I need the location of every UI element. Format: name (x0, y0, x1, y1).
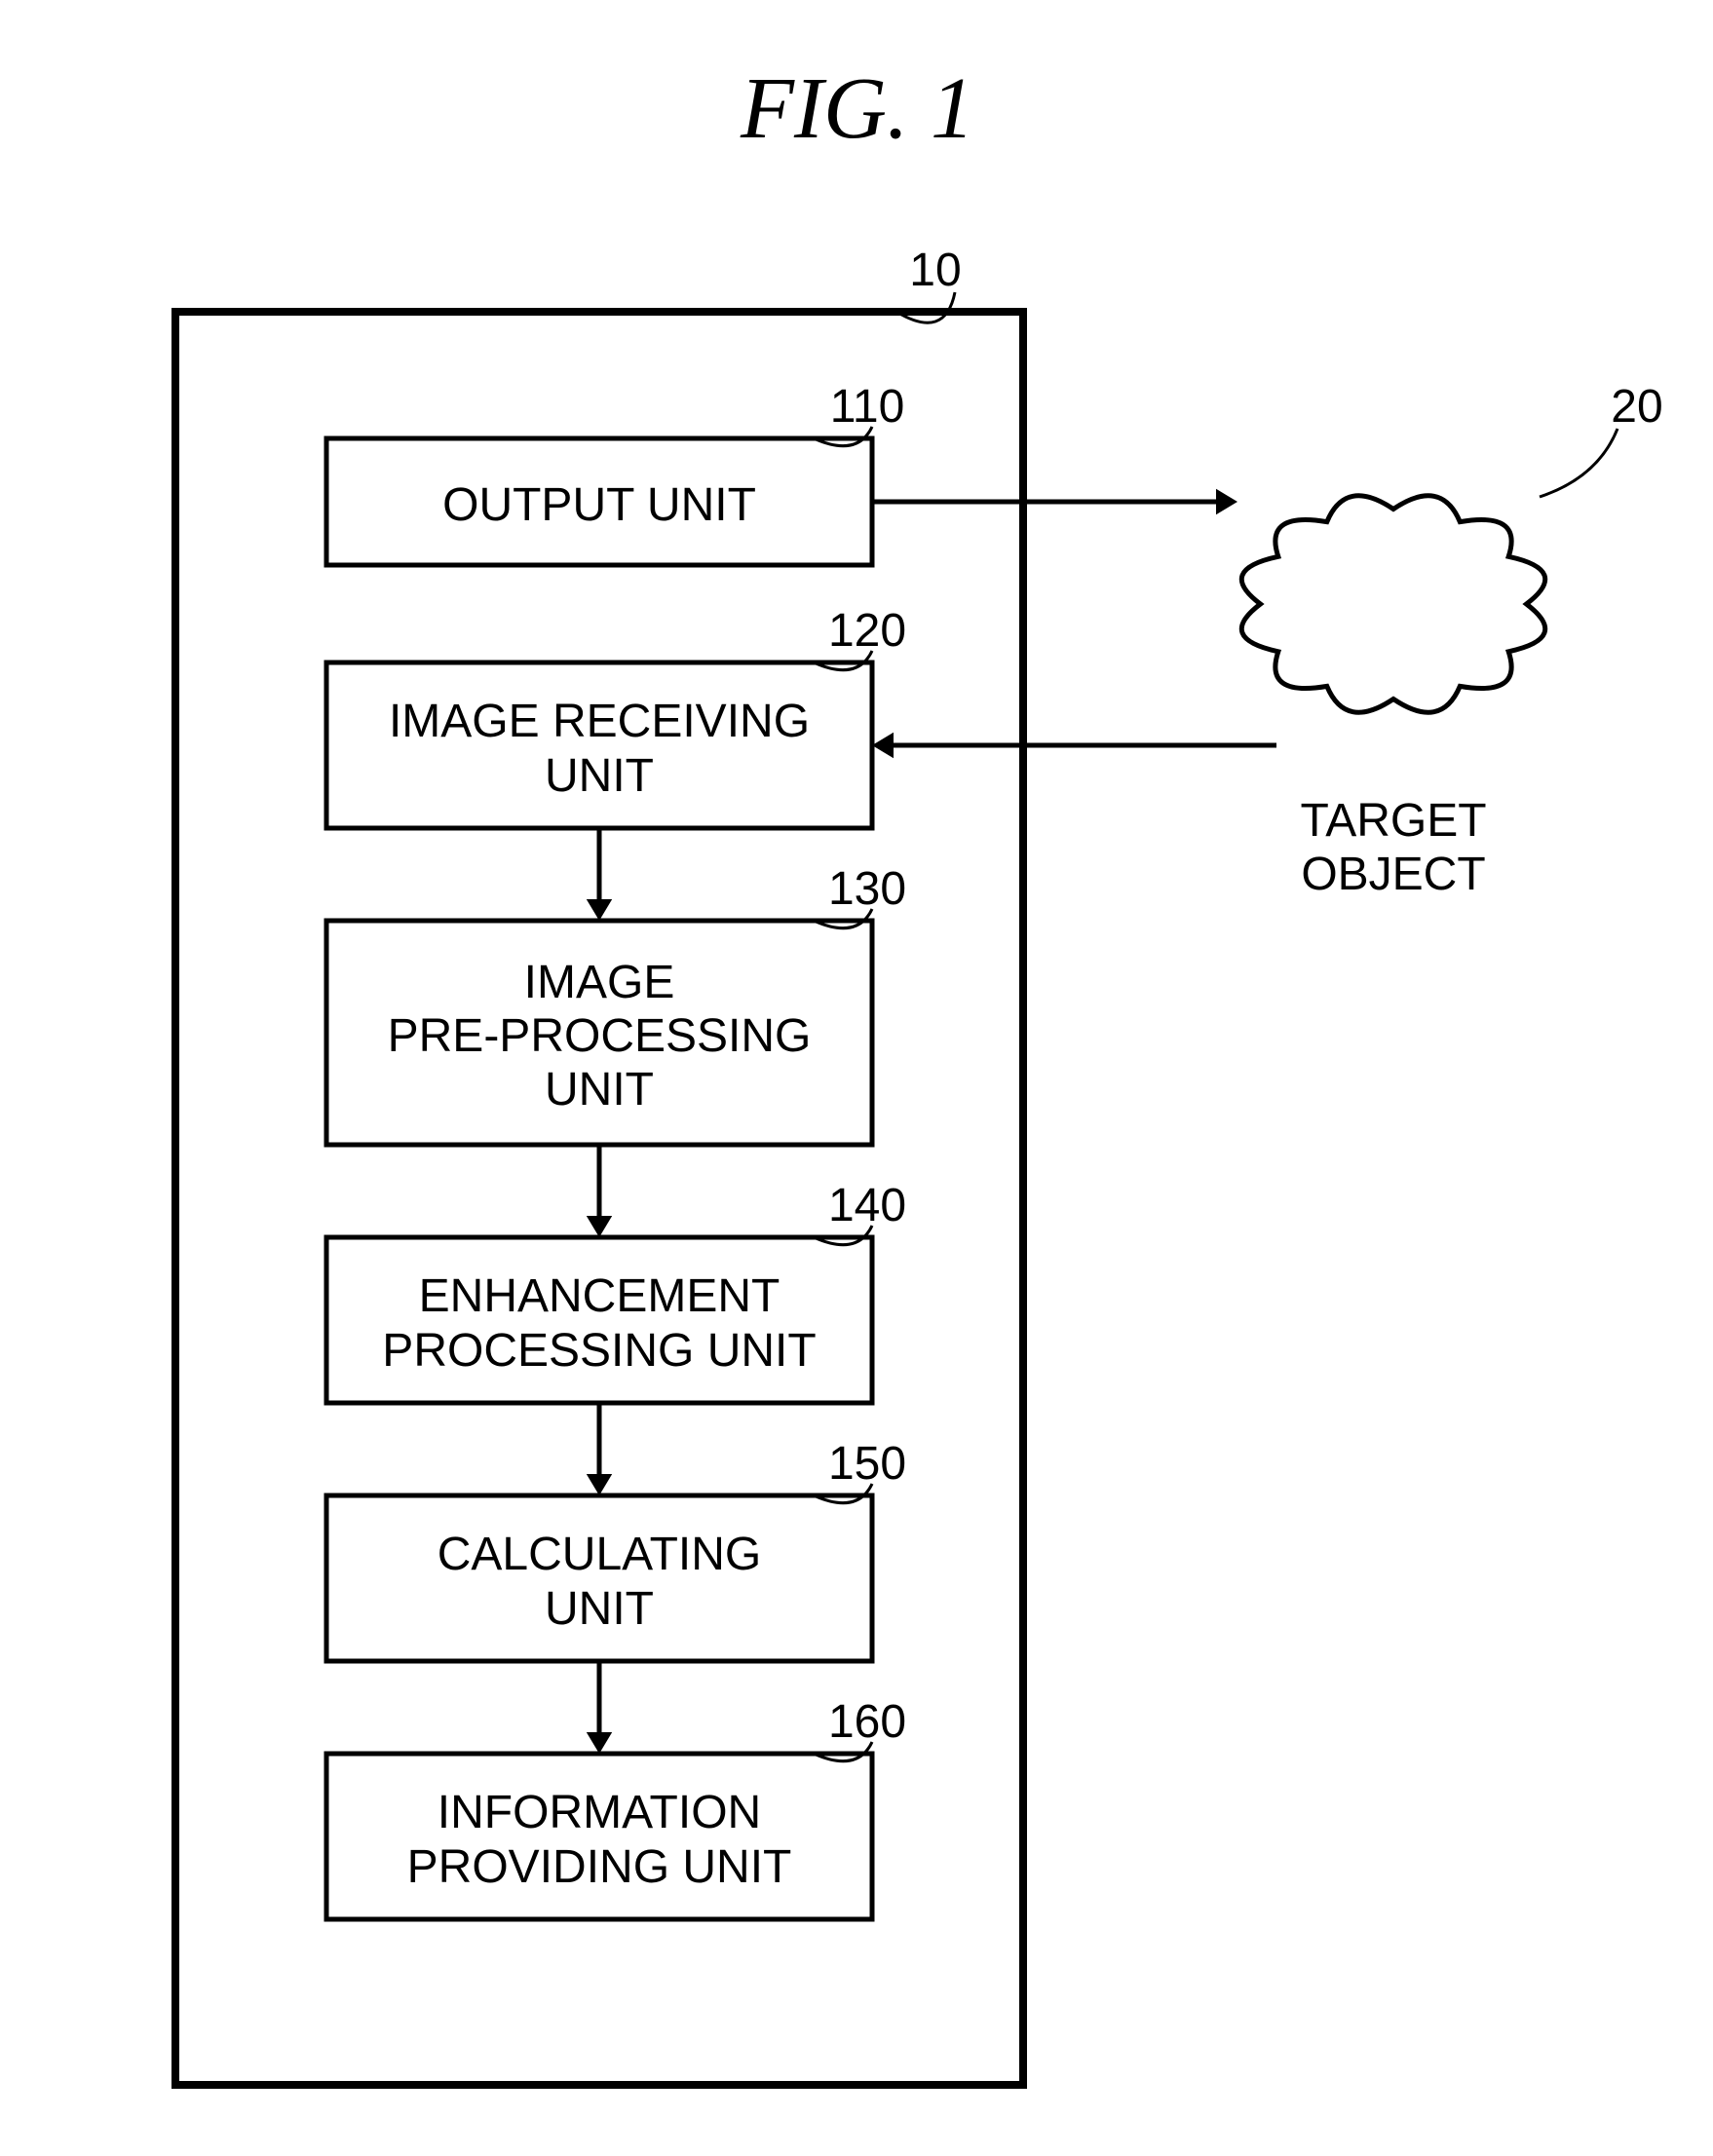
box-label-info: INFORMATION PROVIDING UNIT (326, 1786, 872, 1893)
box-label-output: OUTPUT UNIT (326, 478, 872, 532)
box-label-recv: IMAGE RECEIVING UNIT (326, 695, 872, 802)
ref-160: 160 (809, 1695, 926, 1749)
ref-120: 120 (809, 604, 926, 658)
ref-20: 20 (1579, 380, 1695, 434)
ref-130: 130 (809, 862, 926, 916)
box-label-enh: ENHANCEMENT PROCESSING UNIT (326, 1269, 872, 1377)
ref-150: 150 (809, 1437, 926, 1491)
ref-110: 110 (809, 380, 926, 434)
target-cloud (1241, 496, 1544, 712)
target-object-label: TARGET OBJECT (1247, 794, 1540, 901)
ref-140: 140 (809, 1179, 926, 1232)
box-label-calc: CALCULATING UNIT (326, 1528, 872, 1635)
box-label-preproc: IMAGE PRE-PROCESSING UNIT (326, 956, 872, 1117)
ref-10: 10 (877, 244, 994, 297)
